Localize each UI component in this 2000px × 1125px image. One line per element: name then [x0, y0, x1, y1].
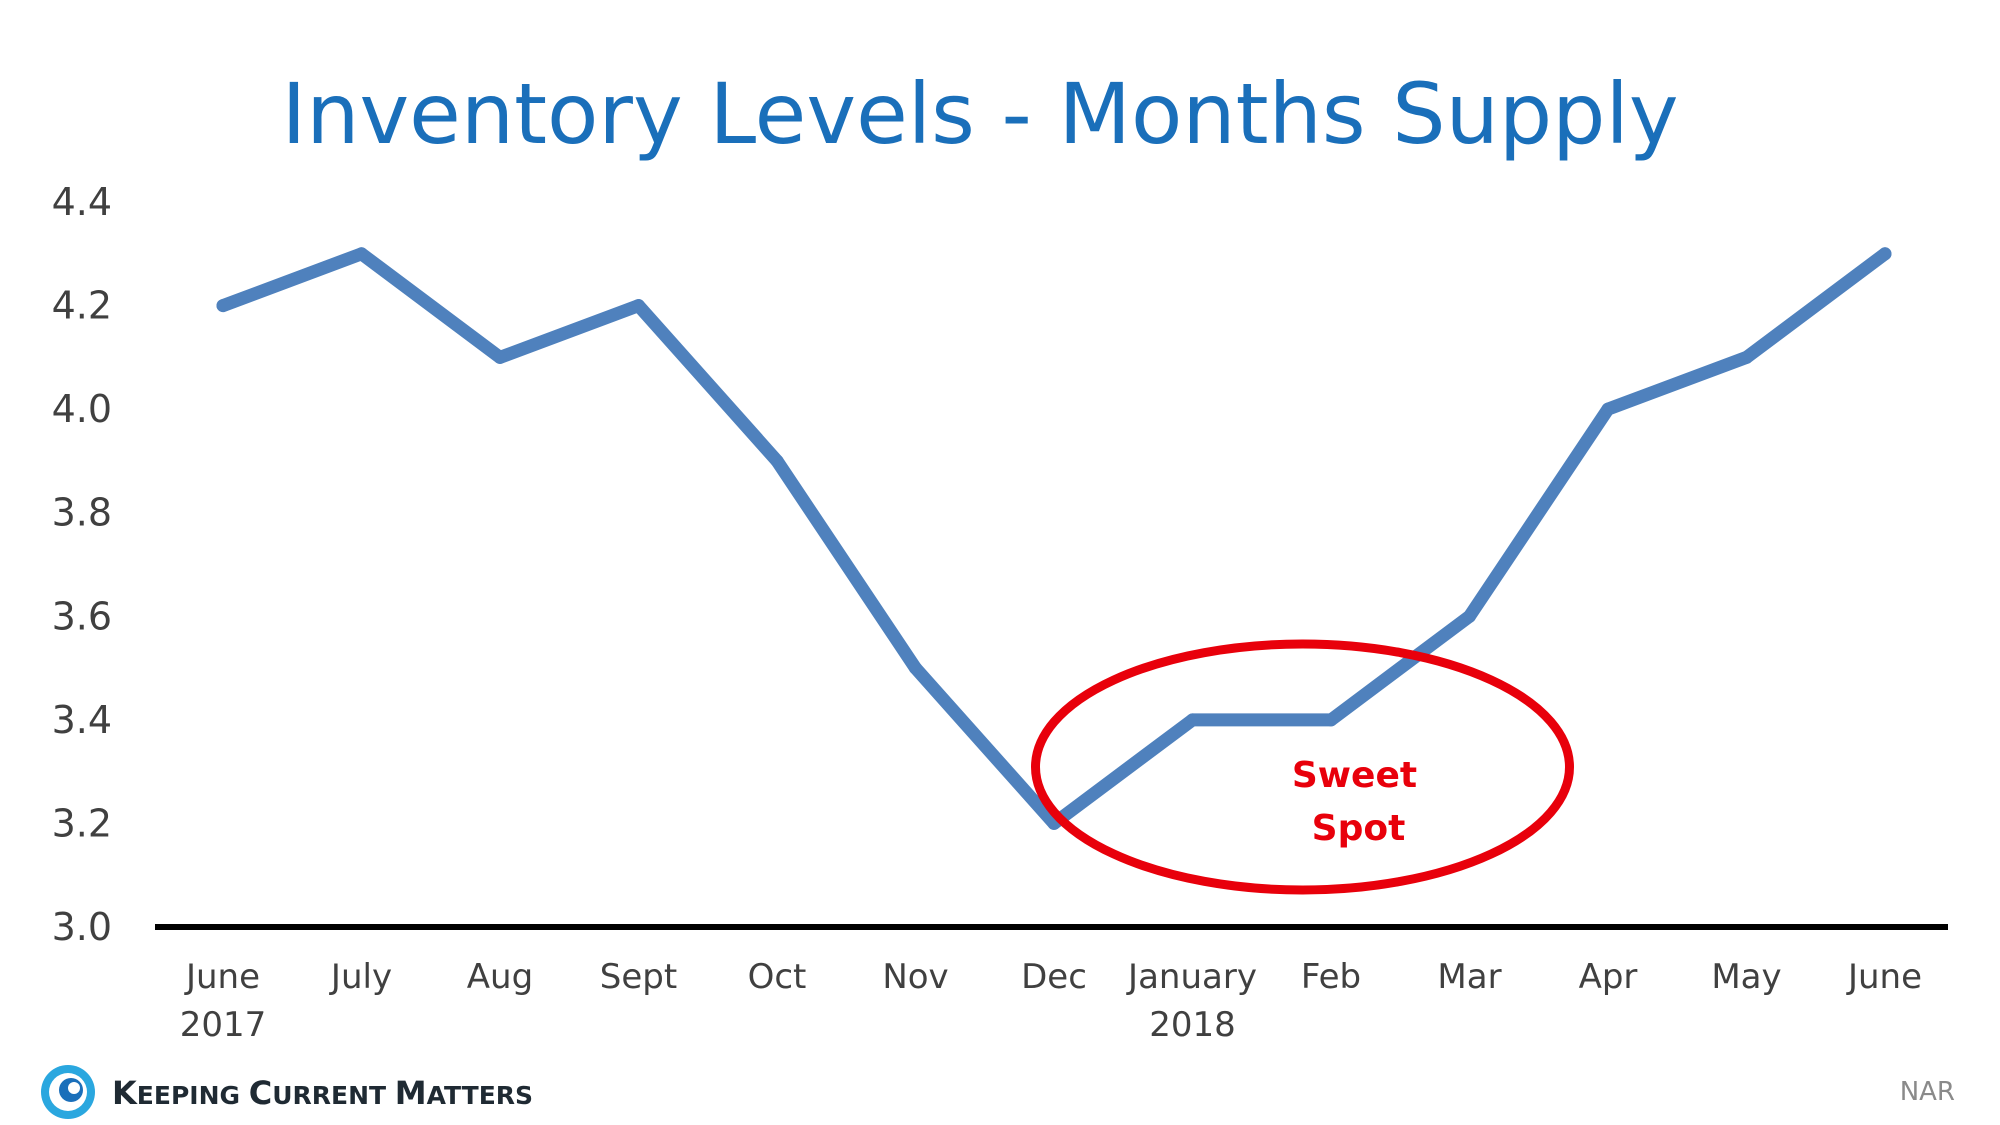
y-tick-label: 3.8: [52, 491, 112, 535]
series-line: [216, 247, 1892, 830]
data-point: [493, 350, 507, 364]
highlight-ellipse: [1031, 639, 1574, 895]
annotation-label: Sweet: [1292, 755, 1417, 796]
x-tick-label: July: [329, 957, 392, 997]
data-point: [355, 247, 368, 261]
x-tick-label: Apr: [1579, 957, 1638, 997]
x-tick-label: Aug: [467, 957, 533, 997]
x-tick-label: Mar: [1437, 957, 1501, 997]
annotation-label: Spot: [1312, 808, 1406, 849]
y-tick-label: 3.6: [52, 594, 112, 638]
data-point: [1324, 713, 1338, 727]
data-point: [770, 454, 784, 468]
x-tick-label: Nov: [882, 957, 948, 997]
y-tick-label: 3.4: [52, 698, 112, 742]
x-tick-label: Sept: [600, 957, 677, 997]
footer: KEEPING CURRENT MATTERS NAR: [41, 1065, 1955, 1119]
data-point: [216, 299, 230, 313]
x-tick-label: Feb: [1301, 957, 1361, 997]
x-tick-label: May: [1711, 957, 1781, 997]
data-point: [1601, 402, 1615, 416]
brand-name: KEEPING CURRENT MATTERS: [112, 1074, 533, 1112]
data-point: [1740, 350, 1753, 364]
x-tick-label: June: [1846, 957, 1922, 997]
source-label: NAR: [1900, 1077, 1955, 1107]
y-tick-label: 4.4: [52, 180, 112, 224]
x-tick-label: June 2017: [180, 957, 267, 1045]
swirl-logo-icon: [41, 1065, 95, 1119]
data-point: [1878, 247, 1892, 261]
y-tick-label: 3.2: [52, 801, 112, 845]
sweet-spot-annotation: Sweet Spot: [1031, 639, 1574, 895]
chart-title: Inventory Levels - Months Supply: [281, 65, 1678, 163]
y-tick-label: 4.2: [52, 284, 112, 328]
data-point: [1186, 713, 1199, 727]
y-tick-label: 3.0: [52, 905, 112, 949]
x-axis-ticks: June 2017 July Aug Sept Oct Nov Dec January 2018 F…: [180, 957, 1922, 1045]
data-point: [1463, 609, 1476, 623]
x-tick-label: January 2018: [1126, 957, 1257, 1045]
x-tick-label: Dec: [1021, 957, 1087, 997]
series-points: [216, 247, 1892, 830]
data-point: [632, 299, 645, 313]
y-axis-ticks: 3.0 3.2 3.4 3.6 3.8 4.0 4.2 4.4: [52, 180, 112, 949]
x-tick-label: Oct: [748, 957, 807, 997]
y-tick-label: 4.0: [52, 387, 112, 431]
data-point: [909, 661, 922, 675]
